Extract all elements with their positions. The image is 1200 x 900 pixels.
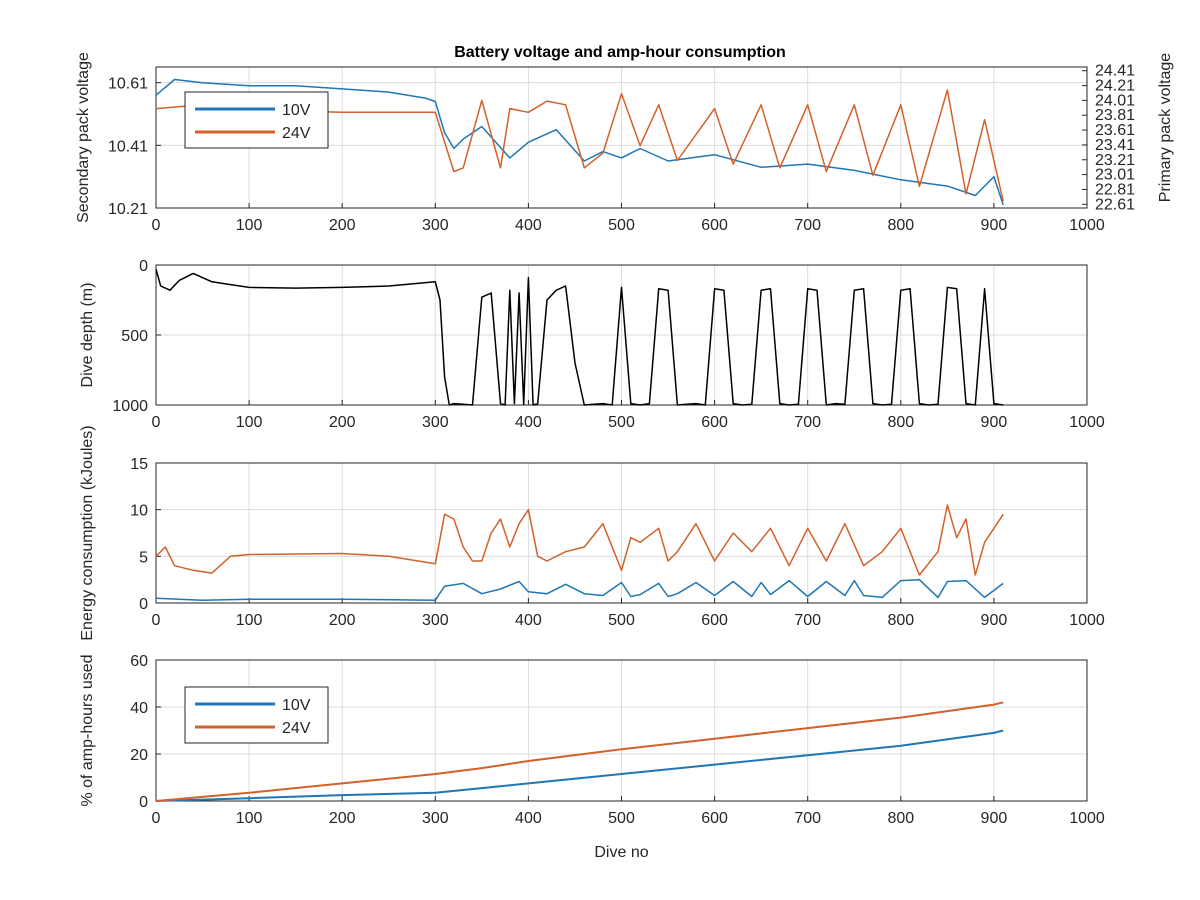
x-tick-label: 0 [152,217,161,234]
x-tick-label: 700 [794,217,821,234]
series-line-voltage-24V [155,89,1004,202]
x-tick-label: 600 [701,414,728,431]
x-tick-label: 500 [608,217,635,234]
y-right-tick-label: 23.01 [1095,167,1135,184]
x-tick-label: 1000 [1069,612,1105,629]
x-tick-label: 1000 [1069,217,1105,234]
x-tick-label: 800 [887,414,914,431]
y-right-tick-label: 23.61 [1095,122,1135,139]
y-right-tick-label: 24.41 [1095,63,1135,80]
x-tick-label: 600 [701,612,728,629]
y-tick-label: 15 [130,456,148,473]
x-tick-label: 200 [329,810,356,827]
panel-depth: 0 100 200 300 400 500 600 700 800 900 100005001000… [79,258,1105,431]
x-tick-label: 400 [515,810,542,827]
x-tick-label: 900 [981,810,1008,827]
legend-box [184,686,329,744]
legend-label-10V: 10V [282,102,311,119]
y-tick-label: 0 [139,258,148,275]
y-axis-label: Secondary pack voltage [75,52,92,223]
y-tick-label: 20 [130,747,148,764]
x-tick-label: 1000 [1069,414,1105,431]
legend-label-24V: 24V [282,720,311,737]
x-tick-label: 800 [887,810,914,827]
panels: 0 100 200 300 400 500 600 700 800 900 100010.2110.… [75,52,1174,861]
y-right-axis-label: Primary pack voltage [1157,53,1174,202]
x-tick-label: 500 [608,612,635,629]
x-tick-label: 300 [422,810,449,827]
series-line-voltage-10V [155,78,1004,206]
x-tick-label: 600 [701,810,728,827]
x-tick-label: 100 [236,414,263,431]
x-tick-label: 1000 [1069,810,1105,827]
x-tick-label: 400 [515,217,542,234]
y-right-tick-label: 24.21 [1095,78,1135,95]
series-line-energy-10V [155,578,1004,601]
series-line-amphours-24V [155,701,1004,802]
y-axis-label: Dive depth (m) [79,283,96,388]
x-tick-label: 700 [794,414,821,431]
x-tick-label: 100 [236,217,263,234]
x-tick-label: 0 [152,810,161,827]
x-tick-label: 500 [608,810,635,827]
legend-label-10V: 10V [282,697,311,714]
y-tick-label: 1000 [112,398,148,415]
legend-label-24V: 24V [282,125,311,142]
x-tick-label: 400 [515,612,542,629]
y-tick-label: 5 [139,549,148,566]
x-tick-label: 100 [236,810,263,827]
x-tick-label: 200 [329,414,356,431]
series-line-energy-24V [155,504,1004,576]
panel-voltage: 0 100 200 300 400 500 600 700 800 900 1000 10.21 10.… [75,52,1174,234]
y-right-tick-label: 23.21 [1095,152,1135,169]
y-right-tick-label: 22.61 [1095,196,1135,213]
x-tick-label: 900 [981,217,1008,234]
x-tick-label: 500 [608,414,635,431]
series-line-amphours-10V [155,729,1004,802]
x-tick-label: 0 [152,612,161,629]
x-tick-label: 0 [152,414,161,431]
x-tick-label: 200 [329,612,356,629]
y-right-tick-label: 24.01 [1095,92,1135,109]
x-axis-label: Dive no [594,844,648,861]
y-tick-label: 10.61 [108,76,148,93]
y-tick-label: 500 [121,328,148,345]
y-axis-label: % of amp-hours used [79,654,96,806]
y-tick-label: 0 [139,596,148,613]
legend-box [184,91,329,149]
figure-title: Battery voltage and amp-hour consumption [454,44,786,61]
y-tick-label: 0 [139,794,148,811]
y-axis-label: Energy consumption (kJoules) [79,425,96,640]
y-right-tick-label: 23.41 [1095,137,1135,154]
x-tick-label: 700 [794,612,821,629]
panel-energy: 0 100 200 300 400 500 600 700 800 900 1000 0 5 10 15 En… [79,425,1105,640]
x-tick-label: 600 [701,217,728,234]
x-tick-label: 200 [329,217,356,234]
x-tick-label: 300 [422,612,449,629]
y-right-tick-label: 22.81 [1095,181,1135,198]
x-tick-label: 100 [236,612,263,629]
y-tick-label: 60 [130,653,148,670]
x-tick-label: 900 [981,414,1008,431]
y-tick-label: 10 [130,503,148,520]
x-tick-label: 700 [794,810,821,827]
y-tick-label: 40 [130,700,148,717]
series-line-depth-depth [155,268,1004,406]
y-tick-label: 10.41 [108,138,148,155]
x-tick-label: 400 [515,414,542,431]
x-tick-label: 300 [422,414,449,431]
panel-amphours: 0 100 200 300 400 500 600 700 800 900 1000 0 20 40 60%… [79,653,1105,861]
x-tick-label: 300 [422,217,449,234]
x-tick-label: 800 [887,217,914,234]
x-tick-label: 800 [887,612,914,629]
x-tick-label: 900 [981,612,1008,629]
y-tick-label: 10.21 [108,201,148,218]
y-right-tick-label: 23.81 [1095,107,1135,124]
